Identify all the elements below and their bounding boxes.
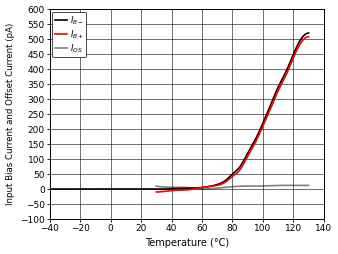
$I_{B+}$ [154, 190, 159, 194]
$I_{B+}$ [265, 115, 269, 118]
$I_{B-}$ [221, 181, 225, 184]
$I_{B-}$ [243, 156, 247, 160]
$I_{B-}$ [307, 31, 311, 35]
Line: $I_{OS}$: $I_{OS}$ [156, 185, 309, 189]
$I_{B+}$ [215, 184, 219, 187]
Legend: $I_{B-}$, $I_{B+}$, $I_{OS}$: $I_{B-}$, $I_{B+}$, $I_{OS}$ [52, 11, 86, 57]
Y-axis label: Input Bias Current and Offset Current (pA): Input Bias Current and Offset Current (p… [5, 23, 15, 205]
$I_{OS}$ [282, 184, 286, 187]
$I_{OS}$ [250, 184, 255, 187]
$I_{OS}$ [215, 187, 219, 190]
$I_{B+}$ [250, 147, 254, 150]
$I_{B+}$ [173, 189, 177, 192]
$I_{B-}$ [114, 187, 118, 190]
$I_{B+}$ [204, 185, 208, 188]
$I_{B-}$ [165, 187, 169, 190]
$I_{B-}$ [94, 187, 98, 190]
$I_{OS}$ [154, 184, 159, 187]
$I_{B+}$ [307, 35, 311, 38]
$I_{B-}$ [48, 187, 52, 190]
$I_{B-}$ [201, 186, 205, 189]
Line: $I_{B-}$: $I_{B-}$ [50, 33, 309, 189]
$I_{OS}$ [265, 184, 269, 187]
$I_{B+}$ [264, 117, 268, 120]
$I_{OS}$ [202, 187, 206, 190]
$I_{OS}$ [173, 186, 177, 189]
$I_{B-}$ [159, 187, 163, 190]
X-axis label: Temperature (°C): Temperature (°C) [145, 239, 229, 248]
Line: $I_{B+}$: $I_{B+}$ [156, 37, 309, 192]
$I_{OS}$ [265, 184, 269, 187]
$I_{OS}$ [307, 184, 311, 187]
$I_{OS}$ [204, 187, 208, 190]
